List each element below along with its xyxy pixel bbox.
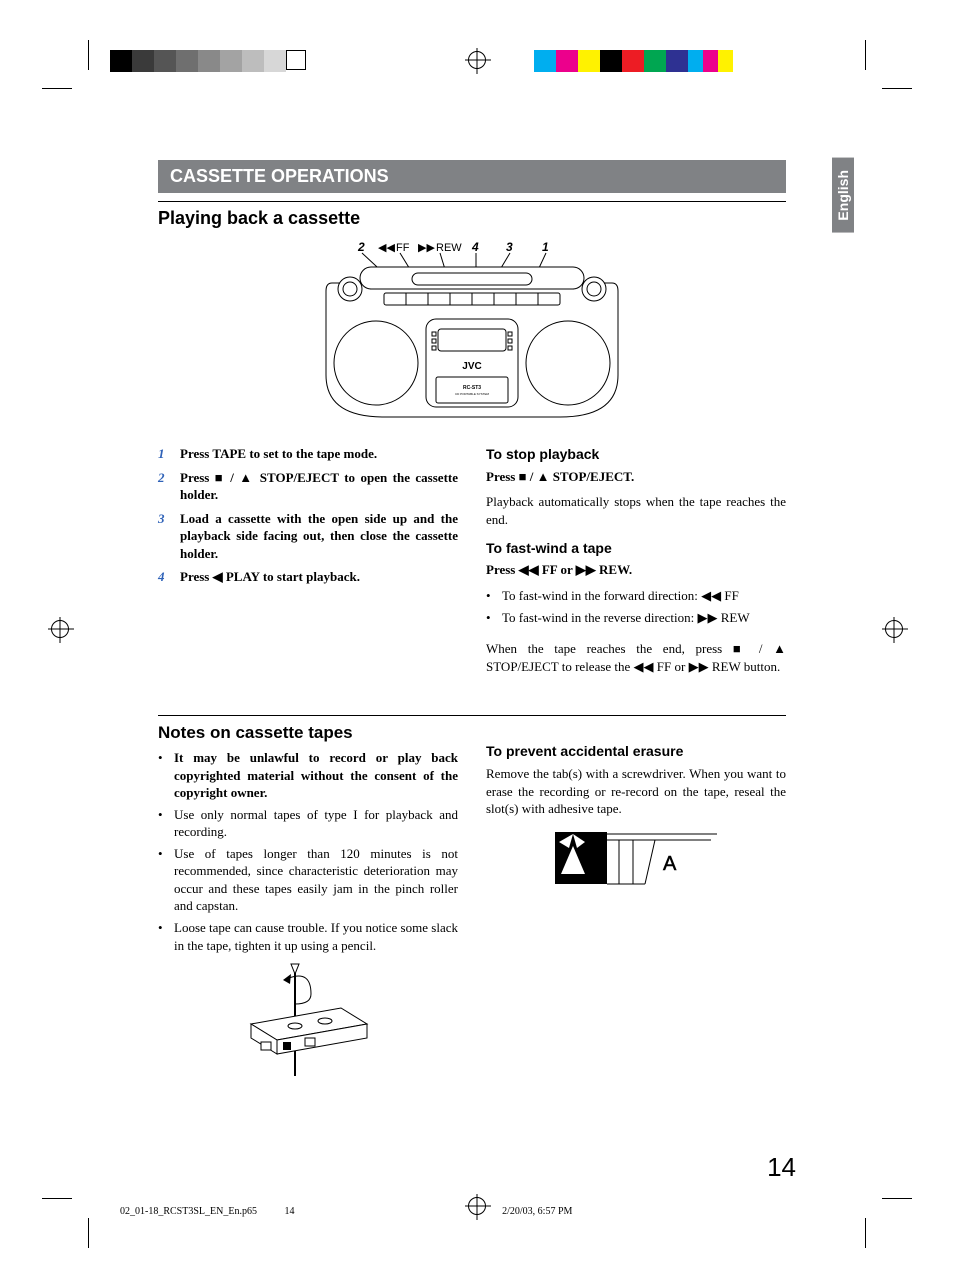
col-right: To stop playback Press ■ / ▲ STOP/EJECT.… — [486, 445, 786, 683]
step-num: 2 — [158, 469, 172, 504]
note-3: Use of tapes longer than 120 minutes is … — [174, 845, 458, 915]
tab-diagram: A A — [486, 826, 786, 898]
section-title: CASSETTE OPERATIONS — [158, 160, 786, 193]
columns-top: 1 Press TAPE to set to the tape mode. 2 … — [158, 445, 786, 683]
ff-desc: When the tape reaches the end, press ■ /… — [486, 640, 786, 675]
step-text: Press ■ / ▲ STOP/EJECT to open the casse… — [180, 469, 458, 504]
page-number: 14 — [767, 1152, 796, 1183]
footer-date: 2/20/03, 6:57 PM — [502, 1206, 572, 1217]
grey-bar — [110, 50, 306, 72]
language-tab: English — [832, 158, 854, 233]
callout-3: 3 — [506, 240, 513, 254]
col-left: 1 Press TAPE to set to the tape mode. 2 … — [158, 445, 458, 683]
registration-mark — [885, 620, 903, 638]
heading-erasure: To prevent accidental erasure — [486, 742, 786, 761]
rule — [158, 715, 786, 716]
callout-2: 2 — [357, 240, 365, 254]
footer-file: 02_01-18_RCST3SL_EN_En.p65 — [120, 1206, 257, 1217]
boombox-diagram: 2 ◀◀ FF ▶▶ REW 4 3 1 — [158, 239, 786, 427]
registration-mark — [468, 51, 486, 69]
crop-mark — [42, 1198, 72, 1199]
model-sub: CD PORTABLE SYSTEM — [455, 392, 490, 396]
callout-4: 4 — [471, 240, 479, 254]
columns-bottom: Notes on cassette tapes It may be unlawf… — [158, 722, 786, 1080]
heading-stop: To stop playback — [486, 445, 786, 464]
color-bar — [534, 50, 733, 72]
callout-1: 1 — [542, 240, 549, 254]
heading-ff: To fast-wind a tape — [486, 539, 786, 558]
label-rew-sym: ▶▶ — [418, 242, 435, 254]
label-rew: REW — [436, 242, 462, 254]
ff-cmd: Press ◀◀ FF or ▶▶ REW. — [486, 561, 786, 579]
crop-mark — [865, 40, 866, 70]
erasure-text: Remove the tab(s) with a screwdriver. Wh… — [486, 765, 786, 818]
rule — [158, 201, 786, 202]
steps-list: 1 Press TAPE to set to the tape mode. 2 … — [158, 445, 458, 586]
stop-cmd: Press ■ / ▲ STOP/EJECT. — [486, 468, 786, 486]
col-notes: Notes on cassette tapes It may be unlawf… — [158, 722, 458, 1080]
heading-playback: Playing back a cassette — [158, 208, 786, 229]
crop-mark — [882, 1198, 912, 1199]
brand-label: JVC — [462, 361, 481, 372]
note-2: Use only normal tapes of type I for play… — [174, 806, 458, 841]
step-text: Press ◀ PLAY to start playback. — [180, 568, 458, 586]
registration-mark — [51, 620, 69, 638]
heading-notes: Notes on cassette tapes — [158, 722, 458, 745]
col-erasure: To prevent accidental erasure Remove the… — [486, 722, 786, 1080]
crop-mark — [88, 1218, 89, 1248]
label-ff-sym: ◀◀ — [378, 242, 395, 254]
step-num: 3 — [158, 510, 172, 563]
page-root: English CASSETTE OPERATIONS Playing back… — [0, 0, 954, 1282]
step-num: 1 — [158, 445, 172, 463]
crop-mark — [865, 1218, 866, 1248]
ff-li1: To fast-wind in the forward direction: ◀… — [502, 587, 739, 605]
ff-list: To fast-wind in the forward direction: ◀… — [486, 587, 786, 626]
label-ff: FF — [396, 242, 410, 254]
step-text: Press TAPE to set to the tape mode. — [180, 445, 458, 463]
footer: 02_01-18_RCST3SL_EN_En.p65 14 2/20/03, 6… — [120, 1206, 840, 1217]
step-text: Load a cassette with the open side up an… — [180, 510, 458, 563]
ff-li2: To fast-wind in the reverse direction: ▶… — [502, 609, 750, 627]
content-area: CASSETTE OPERATIONS Playing back a casse… — [158, 160, 786, 1080]
svg-text:A: A — [663, 853, 677, 875]
note-1: It may be unlawful to record or play bac… — [174, 749, 458, 802]
crop-mark — [88, 40, 89, 70]
note-4: Loose tape can cause trouble. If you not… — [174, 919, 458, 954]
notes-list: It may be unlawful to record or play bac… — [158, 749, 458, 954]
footer-pg: 14 — [285, 1206, 295, 1217]
pencil-diagram — [158, 960, 458, 1080]
crop-mark — [882, 88, 912, 89]
crop-mark — [42, 88, 72, 89]
step-num: 4 — [158, 568, 172, 586]
stop-desc: Playback automatically stops when the ta… — [486, 493, 786, 528]
model-label: RC-ST3 — [463, 385, 481, 391]
